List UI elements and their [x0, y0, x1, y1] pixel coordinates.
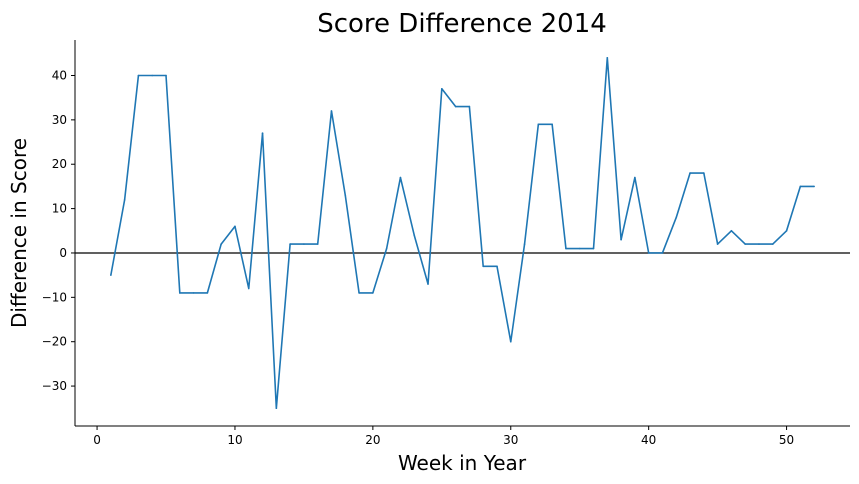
y-tick-label: −30 — [42, 379, 67, 393]
data-point — [578, 247, 581, 250]
data-point — [316, 243, 319, 245]
x-tick-label: 40 — [641, 433, 656, 447]
y-tick-label: −20 — [42, 335, 67, 349]
data-point — [592, 247, 595, 250]
data-point — [785, 229, 788, 232]
data-point — [509, 340, 512, 343]
y-tick-label: 0 — [59, 246, 67, 260]
data-point — [441, 88, 443, 90]
y-axis-label: Difference in Score — [7, 138, 31, 328]
data-point — [537, 123, 540, 126]
data-point — [330, 110, 333, 112]
data-point — [385, 247, 388, 250]
data-point — [427, 283, 429, 285]
data-point — [165, 74, 167, 77]
y-tick-label: −10 — [42, 290, 67, 304]
data-point — [123, 198, 126, 201]
y-tick-label: 10 — [52, 202, 67, 216]
data-point — [565, 247, 567, 250]
x-tick-label: 0 — [93, 433, 101, 447]
data-point — [716, 243, 719, 245]
plot-area: 0 10 20 30 40 50 −30 −20 −10 0 10 20 30 40 — [42, 40, 850, 447]
x-tick-label: 50 — [779, 433, 794, 447]
data-point — [206, 292, 209, 294]
chart-title: Score Difference 2014 — [317, 9, 607, 39]
data-point — [454, 105, 457, 108]
data-point — [399, 176, 402, 179]
data-point — [234, 225, 236, 228]
y-tick-label: 30 — [52, 113, 67, 127]
data-point — [606, 56, 609, 59]
data-point — [661, 252, 664, 254]
data-point — [744, 243, 746, 245]
data-point — [344, 194, 347, 197]
x-axis-label: Week in Year — [398, 451, 527, 475]
data-point — [703, 172, 705, 174]
data-point — [620, 238, 622, 241]
data-point — [413, 234, 416, 237]
data-point — [551, 123, 553, 126]
data-point — [647, 252, 650, 254]
data-point — [689, 172, 691, 174]
data-point — [730, 229, 733, 232]
data-point — [151, 74, 154, 77]
data-point — [110, 274, 112, 276]
data-point — [675, 216, 678, 219]
data-point — [303, 243, 305, 245]
x-tick-label: 10 — [227, 433, 242, 447]
data-point — [634, 176, 636, 179]
data-point — [523, 243, 526, 245]
data-point — [758, 243, 760, 245]
x-tick-label: 20 — [365, 433, 380, 447]
data-point — [289, 243, 291, 245]
data-point — [247, 287, 250, 290]
y-tick-label: 40 — [52, 68, 67, 82]
data-point — [220, 243, 222, 245]
data-point — [468, 105, 471, 108]
data-point — [137, 74, 140, 77]
data-point — [372, 292, 374, 294]
data-point — [358, 292, 360, 294]
data-point — [192, 292, 195, 294]
y-tick-label: 20 — [52, 157, 67, 171]
data-point — [179, 292, 181, 294]
series-line — [110, 56, 815, 410]
data-point — [261, 132, 264, 134]
x-tick-label: 30 — [503, 433, 518, 447]
data-point — [799, 185, 802, 188]
data-point — [482, 265, 484, 268]
data-point — [813, 185, 815, 188]
data-point — [496, 265, 498, 268]
data-point — [771, 243, 774, 245]
data-point — [275, 407, 278, 410]
